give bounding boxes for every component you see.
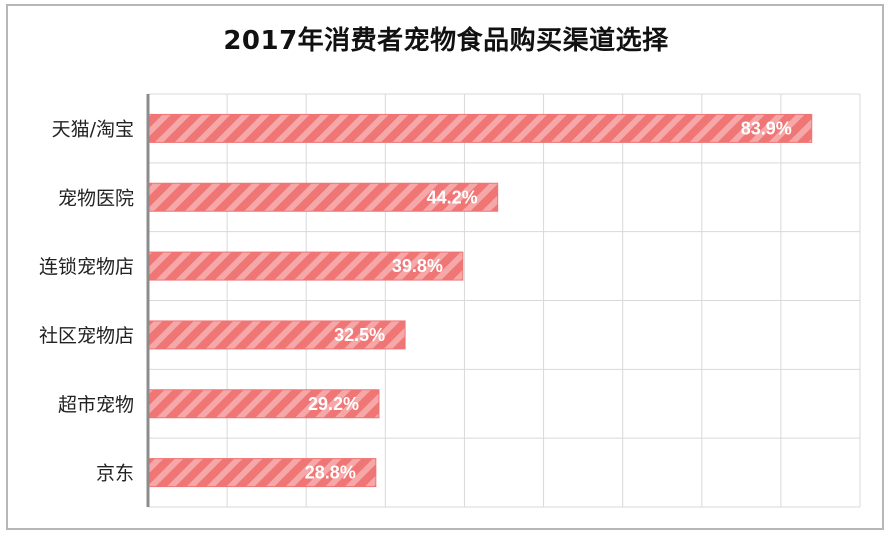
category-label: 超市宠物 xyxy=(58,394,134,416)
category-label: 京东 xyxy=(96,463,134,485)
category-label: 天猫/淘宝 xyxy=(52,118,134,140)
bar-value-label: 44.2% xyxy=(427,187,478,207)
labels-layer: 83.9% 天猫/淘宝 44.2% 宠物医院 39.8% 连锁宠物店 32.5% 社区宠物店 2… xyxy=(39,118,792,484)
grid-layer xyxy=(147,93,861,508)
bar-3 xyxy=(148,320,406,350)
bar-1 xyxy=(148,182,499,212)
bar-0 xyxy=(148,113,813,143)
category-label: 宠物医院 xyxy=(58,187,134,209)
bar-value-label: 32.5% xyxy=(334,325,385,345)
chart-title: 2017年消费者宠物食品购买渠道选择 xyxy=(223,26,669,56)
bar-value-label: 39.8% xyxy=(392,256,443,276)
bar-value-label: 28.8% xyxy=(305,463,356,483)
bar-value-label: 29.2% xyxy=(308,394,359,414)
bars-layer xyxy=(148,113,813,488)
bar-5 xyxy=(148,458,377,488)
bar-value-label: 83.9% xyxy=(741,118,792,138)
category-label: 社区宠物店 xyxy=(39,325,134,347)
bar-2 xyxy=(148,251,464,281)
category-label: 连锁宠物店 xyxy=(39,256,134,278)
